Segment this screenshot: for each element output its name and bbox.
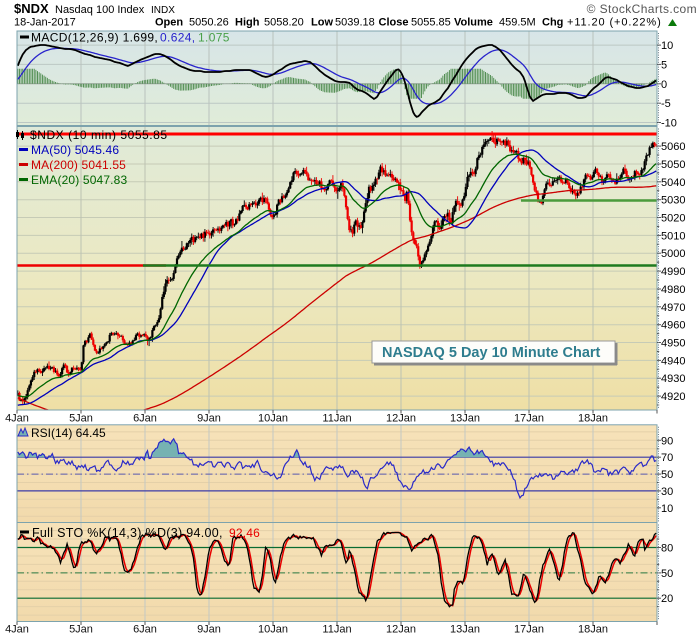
svg-text:Nasdaq 100 Index: Nasdaq 100 Index bbox=[55, 4, 145, 16]
svg-text:6Jan: 6Jan bbox=[133, 413, 157, 425]
svg-text:NASDAQ 5 Day 10 Minute Chart: NASDAQ 5 Day 10 Minute Chart bbox=[382, 345, 601, 361]
svg-text:10: 10 bbox=[661, 503, 673, 515]
svg-text:17Jan: 17Jan bbox=[514, 624, 544, 636]
svg-text:5050: 5050 bbox=[661, 159, 685, 171]
svg-text:0.624,: 0.624, bbox=[160, 31, 195, 45]
svg-text:RSI(14) 64.45: RSI(14) 64.45 bbox=[31, 426, 106, 440]
svg-text:5040: 5040 bbox=[661, 177, 685, 189]
svg-text:INDX: INDX bbox=[151, 5, 175, 16]
svg-text:Chg: Chg bbox=[542, 17, 563, 29]
svg-text:13Jan: 13Jan bbox=[450, 624, 480, 636]
svg-text:5Jan: 5Jan bbox=[69, 413, 93, 425]
svg-text:5050.26: 5050.26 bbox=[189, 17, 229, 29]
svg-text:+11.20 (+0.22%): +11.20 (+0.22%) bbox=[567, 17, 662, 29]
svg-text:EMA(20) 5047.83: EMA(20) 5047.83 bbox=[31, 173, 127, 187]
svg-text:MA(200) 5041.55: MA(200) 5041.55 bbox=[31, 158, 126, 172]
svg-text:9Jan: 9Jan bbox=[197, 413, 221, 425]
svg-text:11Jan: 11Jan bbox=[322, 413, 351, 425]
svg-text:5010: 5010 bbox=[661, 230, 685, 242]
svg-text:4Jan: 4Jan bbox=[5, 624, 29, 636]
svg-text:Full STO %K(14,3) %D(3) 94.00,: Full STO %K(14,3) %D(3) 94.00, bbox=[32, 526, 223, 540]
svg-text:Volume: Volume bbox=[454, 17, 493, 29]
svg-text:30: 30 bbox=[661, 486, 673, 498]
svg-text:4980: 4980 bbox=[661, 284, 685, 296]
svg-text:Close: Close bbox=[379, 17, 409, 29]
svg-text:Low: Low bbox=[311, 17, 333, 29]
svg-text:MA(50) 5045.46: MA(50) 5045.46 bbox=[31, 143, 119, 157]
svg-text:10: 10 bbox=[661, 40, 673, 52]
svg-text:18-Jan-2017: 18-Jan-2017 bbox=[14, 17, 76, 29]
svg-text:13Jan: 13Jan bbox=[450, 413, 480, 425]
svg-text:4920: 4920 bbox=[661, 391, 685, 403]
svg-text:90: 90 bbox=[661, 435, 673, 447]
svg-text:11Jan: 11Jan bbox=[322, 624, 351, 636]
svg-text:4930: 4930 bbox=[661, 373, 685, 385]
svg-text:MACD(12,26,9) 1.699,: MACD(12,26,9) 1.699, bbox=[31, 31, 158, 45]
svg-text:5039.18: 5039.18 bbox=[335, 17, 375, 29]
svg-text:5Jan: 5Jan bbox=[69, 624, 93, 636]
svg-text:70: 70 bbox=[661, 452, 673, 464]
svg-text:80: 80 bbox=[661, 543, 673, 555]
svg-text:4970: 4970 bbox=[661, 302, 685, 314]
svg-text:$NDX: $NDX bbox=[14, 1, 49, 16]
svg-text:High: High bbox=[235, 17, 260, 29]
svg-text:459.5M: 459.5M bbox=[499, 17, 536, 29]
svg-text:12Jan: 12Jan bbox=[386, 624, 416, 636]
svg-text:9Jan: 9Jan bbox=[197, 624, 221, 636]
svg-text:5: 5 bbox=[661, 59, 667, 71]
svg-text:Open: Open bbox=[155, 17, 183, 29]
svg-text:12Jan: 12Jan bbox=[386, 413, 416, 425]
svg-text:4950: 4950 bbox=[661, 338, 685, 350]
svg-text:92.46: 92.46 bbox=[229, 526, 260, 540]
svg-text:5060: 5060 bbox=[661, 141, 685, 153]
svg-text:4990: 4990 bbox=[661, 266, 685, 278]
svg-text:-5: -5 bbox=[661, 98, 671, 110]
svg-text:6Jan: 6Jan bbox=[133, 624, 157, 636]
svg-text:50: 50 bbox=[661, 568, 673, 580]
svg-text:4940: 4940 bbox=[661, 355, 685, 367]
svg-text:$NDX (10 min) 5055.85: $NDX (10 min) 5055.85 bbox=[30, 128, 168, 142]
svg-text:5030: 5030 bbox=[661, 195, 685, 207]
svg-text:18Jan: 18Jan bbox=[578, 624, 608, 636]
svg-text:18Jan: 18Jan bbox=[578, 413, 608, 425]
svg-text:50: 50 bbox=[661, 469, 673, 481]
svg-text:4960: 4960 bbox=[661, 320, 685, 332]
svg-text:0: 0 bbox=[661, 79, 667, 91]
svg-text:© StockCharts.com: © StockCharts.com bbox=[587, 2, 697, 16]
svg-text:20: 20 bbox=[661, 593, 673, 605]
svg-text:5058.20: 5058.20 bbox=[264, 17, 304, 29]
svg-text:-10: -10 bbox=[661, 118, 677, 130]
svg-text:17Jan: 17Jan bbox=[514, 413, 544, 425]
svg-text:5000: 5000 bbox=[661, 248, 685, 260]
svg-text:10Jan: 10Jan bbox=[258, 624, 288, 636]
svg-text:4Jan: 4Jan bbox=[5, 413, 29, 425]
svg-text:5055.85: 5055.85 bbox=[411, 17, 451, 29]
svg-text:1.075: 1.075 bbox=[198, 31, 230, 45]
svg-text:10Jan: 10Jan bbox=[258, 413, 288, 425]
svg-text:5020: 5020 bbox=[661, 213, 685, 225]
